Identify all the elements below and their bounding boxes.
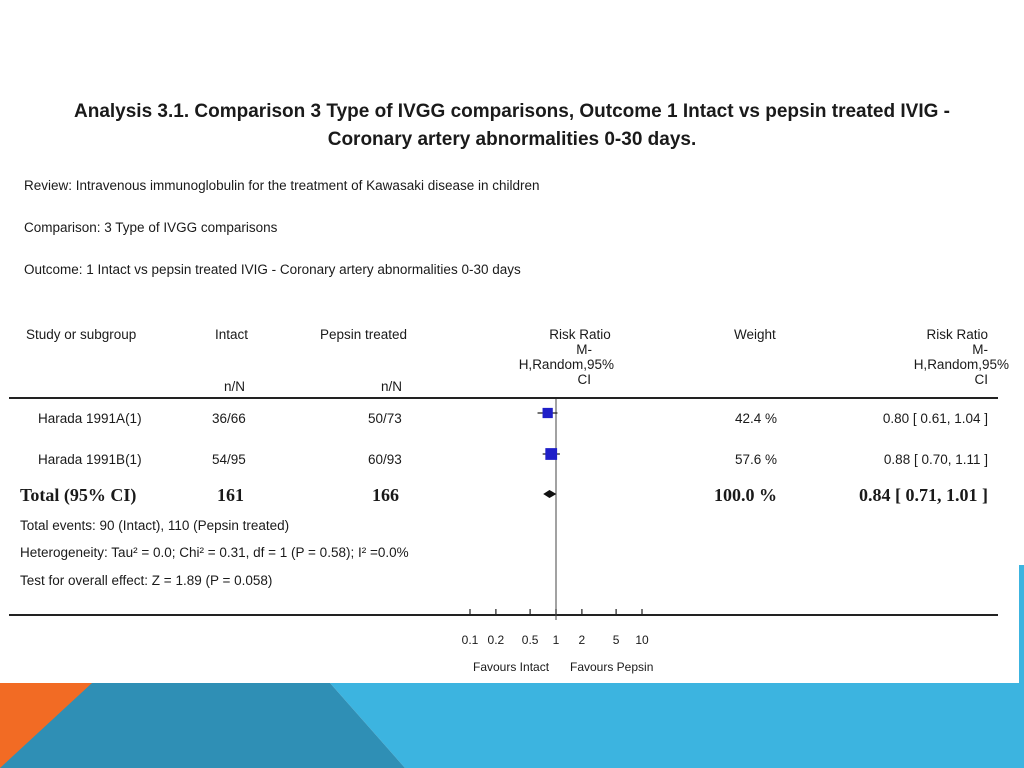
outcome-line: Outcome: 1 Intact vs pepsin treated IVIG… bbox=[24, 262, 521, 277]
header-intact-nN: n/N bbox=[224, 379, 246, 394]
bottom-rule bbox=[9, 614, 998, 616]
x-tick-label: 0.2 bbox=[488, 633, 505, 647]
total-label: Total (95% CI) bbox=[20, 485, 137, 505]
total-weight: 100.0 % bbox=[714, 485, 777, 505]
study-marker bbox=[542, 407, 553, 419]
study-name: Harada 1991A(1) bbox=[38, 411, 142, 426]
pepsin-value: 50/73 bbox=[368, 411, 402, 426]
header-rr-2: M- bbox=[972, 342, 988, 357]
header-rr-plot-2: M- bbox=[576, 342, 592, 357]
study-name: Harada 1991B(1) bbox=[38, 452, 142, 467]
pepsin-value: 60/93 bbox=[368, 452, 402, 467]
favours-left: Favours Intact bbox=[473, 660, 550, 674]
right-edge-band bbox=[1019, 565, 1024, 683]
weight-value: 57.6 % bbox=[734, 452, 777, 467]
pooled-diamond bbox=[543, 490, 557, 498]
header-pepsin: Pepsin treated bbox=[320, 327, 408, 342]
header-study: Study or subgroup bbox=[26, 327, 137, 342]
study-marker bbox=[545, 448, 558, 460]
favours-right: Favours Pepsin bbox=[570, 660, 654, 674]
blue-band-dark bbox=[0, 683, 405, 768]
header-intact: Intact bbox=[215, 327, 249, 342]
x-tick-label: 1 bbox=[553, 633, 560, 647]
orange-band bbox=[0, 683, 92, 768]
comparison-line: Comparison: 3 Type of IVGG comparisons bbox=[24, 220, 278, 235]
total-pepsin: 166 bbox=[372, 485, 399, 505]
header-rr-plot-4: CI bbox=[577, 372, 592, 387]
x-tick-label: 0.5 bbox=[522, 633, 539, 647]
x-tick-label: 2 bbox=[579, 633, 586, 647]
blue-band-light bbox=[330, 683, 1024, 768]
header-rr-1: Risk Ratio bbox=[926, 327, 988, 342]
page-title: Analysis 3.1. Comparison 3 Type of IVGG … bbox=[40, 98, 984, 154]
header-pepsin-nN: n/N bbox=[381, 379, 403, 394]
header-rr-3: H,Random,95% bbox=[913, 357, 1009, 372]
total-events: Total events: 90 (Intact), 110 (Pepsin t… bbox=[20, 518, 290, 533]
x-tick-label: 10 bbox=[635, 633, 649, 647]
header-rr-4: CI bbox=[974, 372, 989, 387]
header-rr-plot-3: H,Random,95% bbox=[518, 357, 614, 372]
total-intact: 161 bbox=[217, 485, 244, 505]
title-line-1: Analysis 3.1. Comparison 3 Type of IVGG … bbox=[74, 101, 950, 122]
intact-value: 54/95 bbox=[212, 452, 246, 467]
rr-value: 0.80 [ 0.61, 1.04 ] bbox=[882, 411, 988, 426]
title-line-2: Coronary artery abnormalities 0-30 days. bbox=[327, 129, 697, 150]
rr-value: 0.88 [ 0.70, 1.11 ] bbox=[883, 452, 988, 467]
weight-value: 42.4 % bbox=[734, 411, 777, 426]
header-rr-plot-1: Risk Ratio bbox=[549, 327, 611, 342]
x-tick-label: 5 bbox=[613, 633, 620, 647]
review-line: Review: Intravenous immunoglobulin for t… bbox=[24, 178, 540, 193]
x-tick-label: 0.1 bbox=[462, 633, 479, 647]
heterogeneity: Heterogeneity: Tau² = 0.0; Chi² = 0.31, … bbox=[20, 545, 409, 560]
total-rr: 0.84 [ 0.71, 1.01 ] bbox=[859, 485, 988, 505]
header-rule bbox=[9, 397, 998, 399]
header-weight: Weight bbox=[734, 327, 776, 342]
intact-value: 36/66 bbox=[212, 411, 246, 426]
overall-effect: Test for overall effect: Z = 1.89 (P = 0… bbox=[20, 573, 273, 588]
